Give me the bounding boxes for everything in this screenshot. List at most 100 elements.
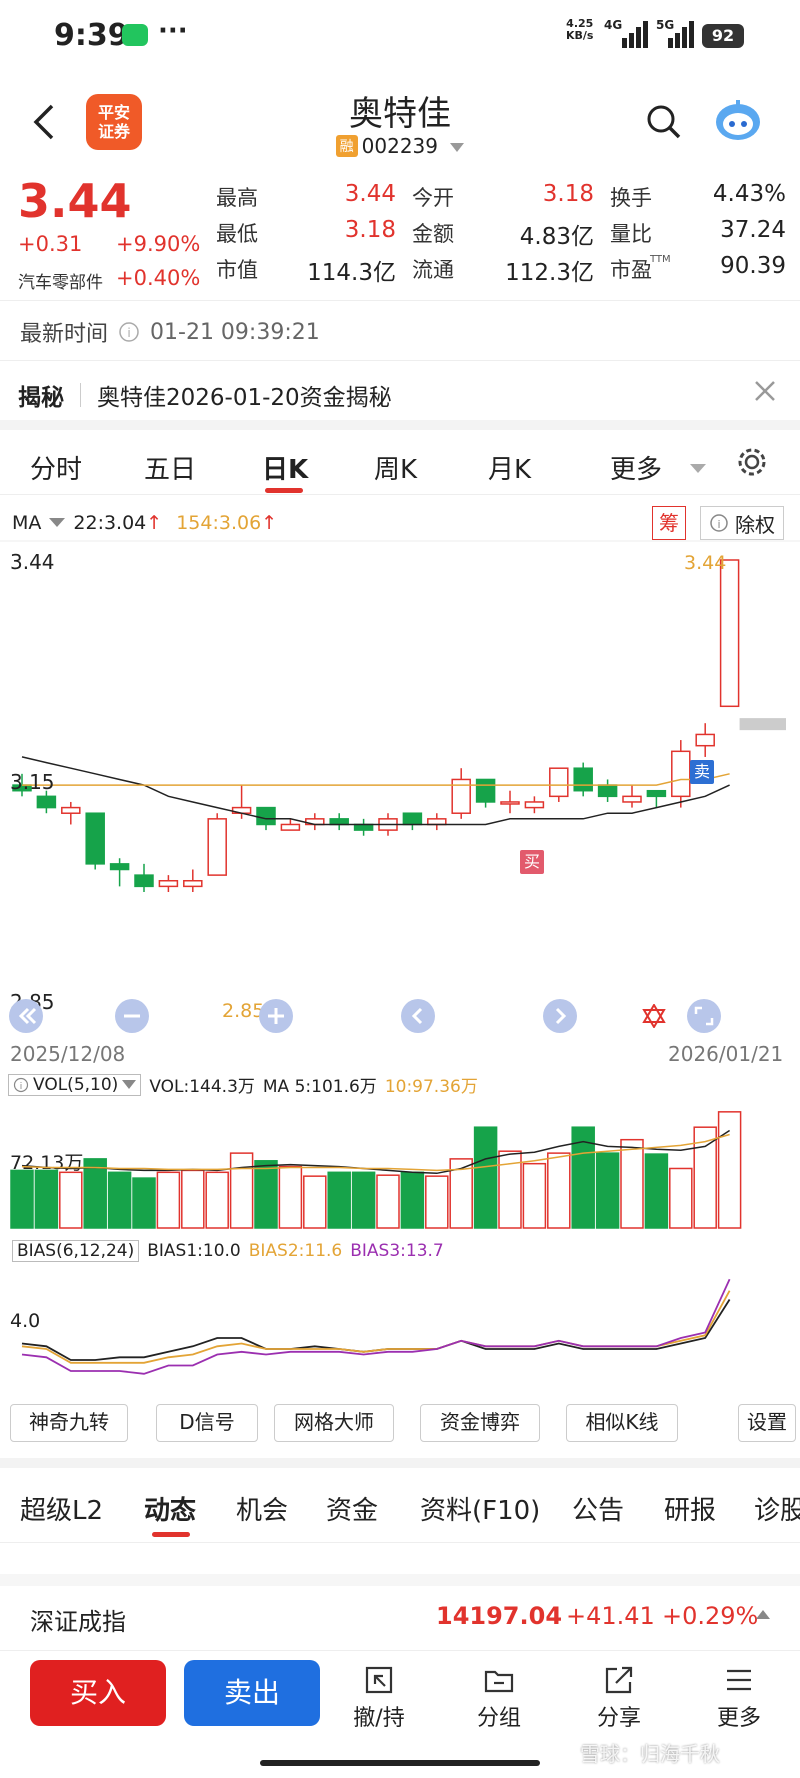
share-button[interactable]: 分享 [584,1664,654,1732]
chart-tab[interactable]: 更多 [610,455,663,485]
more-button[interactable]: 更多 [704,1664,774,1732]
candle[interactable] [646,789,667,808]
candle[interactable] [451,768,471,819]
tool-button[interactable]: 网格大师 [274,1404,394,1442]
scroll-right-icon[interactable] [542,998,578,1034]
star-of-david-icon[interactable] [642,1004,666,1028]
bias-chart[interactable] [0,1262,800,1392]
more-label: 更多 [716,1706,761,1731]
rewind-icon[interactable] [8,998,44,1034]
volume-chart[interactable] [0,1098,800,1238]
tool-button[interactable]: D信号 [156,1404,258,1442]
fullscreen-icon[interactable] [686,998,722,1034]
vol-ma10: 10:97.36万 [384,1077,478,1097]
close-icon[interactable] [754,380,776,402]
news-tab[interactable]: 公告 [572,1496,625,1526]
candle[interactable] [573,762,593,797]
volume-bar [229,1152,254,1229]
candle[interactable] [524,796,545,814]
scroll-left-icon[interactable] [400,998,436,1034]
vol-selector[interactable]: i VOL(5,10) [8,1073,142,1096]
candle-body [256,806,276,826]
candle[interactable] [622,785,642,808]
back-arrow-icon[interactable] [32,102,56,142]
volume-bar [278,1165,303,1229]
news-tab[interactable]: 超级L2 [20,1496,104,1526]
date-start: 2025/12/08 [10,1042,126,1066]
news-tab[interactable]: 资金 [326,1496,379,1526]
candle[interactable] [329,813,349,831]
candle[interactable] [207,813,227,876]
candle[interactable] [402,812,423,831]
candle[interactable] [61,801,81,825]
share-icon [605,1666,633,1694]
candle[interactable] [427,813,447,831]
sell-signal-marker[interactable]: 卖 [690,760,714,784]
zoom-in-icon[interactable] [258,998,294,1034]
candle[interactable] [305,813,325,831]
candle[interactable] [85,812,105,870]
candlestick-chart[interactable] [0,540,800,1070]
info-icon[interactable]: i [118,321,140,343]
tool-button[interactable]: 相似K线 [566,1404,678,1442]
candle[interactable] [475,778,496,808]
candle[interactable] [695,723,715,757]
chart-tab[interactable]: 周K [374,455,418,485]
chart-tab[interactable]: 日K [262,455,309,485]
candle[interactable] [280,818,301,831]
group-button[interactable]: 分组 [464,1664,534,1732]
candle[interactable] [500,790,520,814]
vol-legend[interactable]: i VOL(5,10) VOL:144.3万 MA 5:101.6万 10:97… [8,1072,478,1097]
quote-label: 最低 [216,222,258,246]
index-ticker[interactable]: 深证成指 14197.04 +41.41 +0.29% [0,1586,800,1651]
candle-body [719,559,740,708]
candle[interactable] [671,740,691,808]
buy-signal-marker[interactable]: 买 [520,850,544,874]
candle-body [36,795,57,809]
home-indicator[interactable] [260,1760,540,1766]
zoom-out-icon[interactable] [114,998,150,1034]
chip-button[interactable]: 筹 [652,506,686,540]
chart-tab[interactable]: 月K [488,455,532,485]
candle[interactable] [134,863,154,892]
bias2-value: BIAS2:11.6 [248,1241,343,1261]
robot-assistant-icon[interactable] [712,96,764,144]
volume-bar [717,1111,742,1229]
news-tab[interactable]: 资料(F10) [420,1496,541,1526]
candle[interactable] [597,779,618,802]
candle[interactable] [719,559,740,708]
reveal-banner[interactable]: 揭秘 奥特佳2026-01-20资金揭秘 [18,378,392,412]
buy-button[interactable]: 买入 [30,1660,166,1726]
sell-button[interactable]: 卖出 [184,1660,320,1726]
bias-legend[interactable]: BIAS(6,12,24) BIAS1:10.0 BIAS2:11.6 BIAS… [12,1240,444,1262]
section-gap [0,1458,800,1468]
ma-legend[interactable]: MA 22:3.04 ↑ 154:3.06 ↑ [12,512,277,534]
chart-tab[interactable]: 分时 [30,455,83,485]
vol-label: VOL(5,10) [33,1074,119,1095]
candle[interactable] [109,858,130,887]
news-tab[interactable]: 诊股 [754,1496,800,1526]
cancel-hold-button[interactable]: 撤/持 [344,1664,414,1732]
tool-button[interactable]: 神奇九转 [10,1404,128,1442]
gear-icon[interactable] [736,446,768,478]
candle[interactable] [36,790,57,814]
chart-tab[interactable]: 五日 [144,455,197,485]
candle-body [427,818,447,826]
candle[interactable] [183,869,203,892]
search-icon[interactable] [646,104,682,140]
section-gap [0,1574,800,1586]
candle[interactable] [353,818,374,836]
news-tab[interactable]: 动态 [144,1496,197,1526]
bias-selector[interactable]: BIAS(6,12,24) [12,1240,140,1262]
tool-button[interactable]: 设置 [738,1404,796,1442]
candle[interactable] [158,875,179,892]
rights-button[interactable]: i 除权 [700,506,784,540]
volume-bar [400,1171,425,1229]
tool-button[interactable]: 资金博弈 [420,1404,540,1442]
active-tab-indicator [265,488,303,493]
sector-name[interactable]: 汽车零部件 [18,273,103,293]
latest-time-row: 最新时间 i 01-21 09:39:21 [20,316,320,348]
news-tab[interactable]: 机会 [236,1496,289,1526]
news-tab[interactable]: 研报 [664,1496,717,1526]
stock-code-row[interactable]: 融 002239 [0,134,800,158]
